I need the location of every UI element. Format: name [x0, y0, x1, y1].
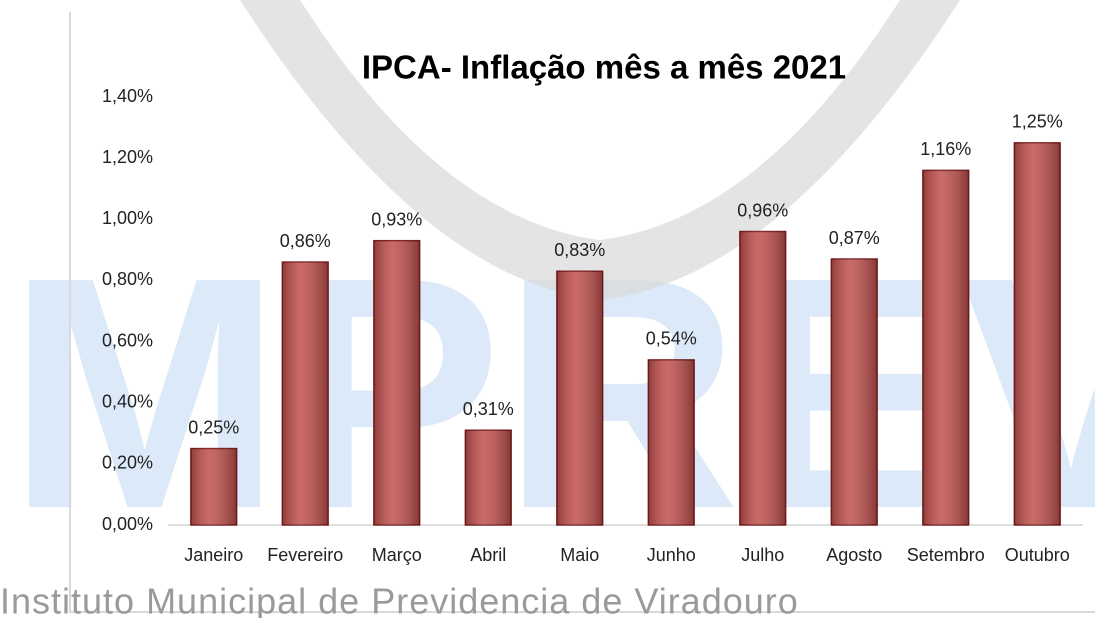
bar-shade — [739, 231, 786, 525]
x-tick-label: Agosto — [826, 545, 882, 565]
bar-shade — [282, 262, 329, 525]
x-tick-label: Setembro — [907, 545, 985, 565]
y-tick-label: 0,20% — [102, 453, 153, 473]
value-label: 0,31% — [463, 399, 514, 419]
bar-shade — [373, 240, 420, 525]
bar-shade — [190, 448, 237, 525]
y-tick-label: 0,60% — [102, 330, 153, 350]
x-tick-label: Março — [372, 545, 422, 565]
bar-shade — [556, 271, 603, 525]
bar-shade — [465, 430, 512, 525]
watermark-text: Instituto Municipal de Previdencia de Vi… — [0, 581, 799, 618]
value-label: 1,16% — [920, 139, 971, 159]
bar-shade — [648, 359, 695, 525]
x-tick-label: Outubro — [1005, 545, 1070, 565]
x-tick-label: Abril — [470, 545, 506, 565]
value-label: 0,96% — [737, 200, 788, 220]
chart-border — [69, 12, 1095, 613]
y-tick-label: 0,40% — [102, 391, 153, 411]
x-tick-label: Julho — [741, 545, 784, 565]
x-tick-label: Janeiro — [184, 545, 243, 565]
x-tick-label: Maio — [560, 545, 599, 565]
value-label: 0,25% — [188, 417, 239, 437]
y-tick-label: 1,40% — [102, 86, 153, 106]
y-tick-label: 1,00% — [102, 208, 153, 228]
x-tick-label: Junho — [647, 545, 696, 565]
y-tick-label: 1,20% — [102, 147, 153, 167]
y-tick-label: 0,00% — [102, 514, 153, 534]
y-tick-label: 0,80% — [102, 269, 153, 289]
watermark-arc — [240, 0, 960, 300]
x-tick-label: Fevereiro — [267, 545, 343, 565]
value-label: 1,25% — [1012, 112, 1063, 132]
value-label: 0,87% — [829, 228, 880, 248]
value-label: 0,86% — [280, 231, 331, 251]
bar-shade — [1014, 142, 1061, 525]
chart-title: IPCA- Inflação mês a mês 2021 — [362, 49, 846, 86]
value-label: 0,93% — [371, 209, 422, 229]
value-label: 0,54% — [646, 329, 697, 349]
value-label: 0,83% — [554, 240, 605, 260]
bar-shade — [831, 259, 878, 525]
bar-shade — [922, 170, 969, 525]
